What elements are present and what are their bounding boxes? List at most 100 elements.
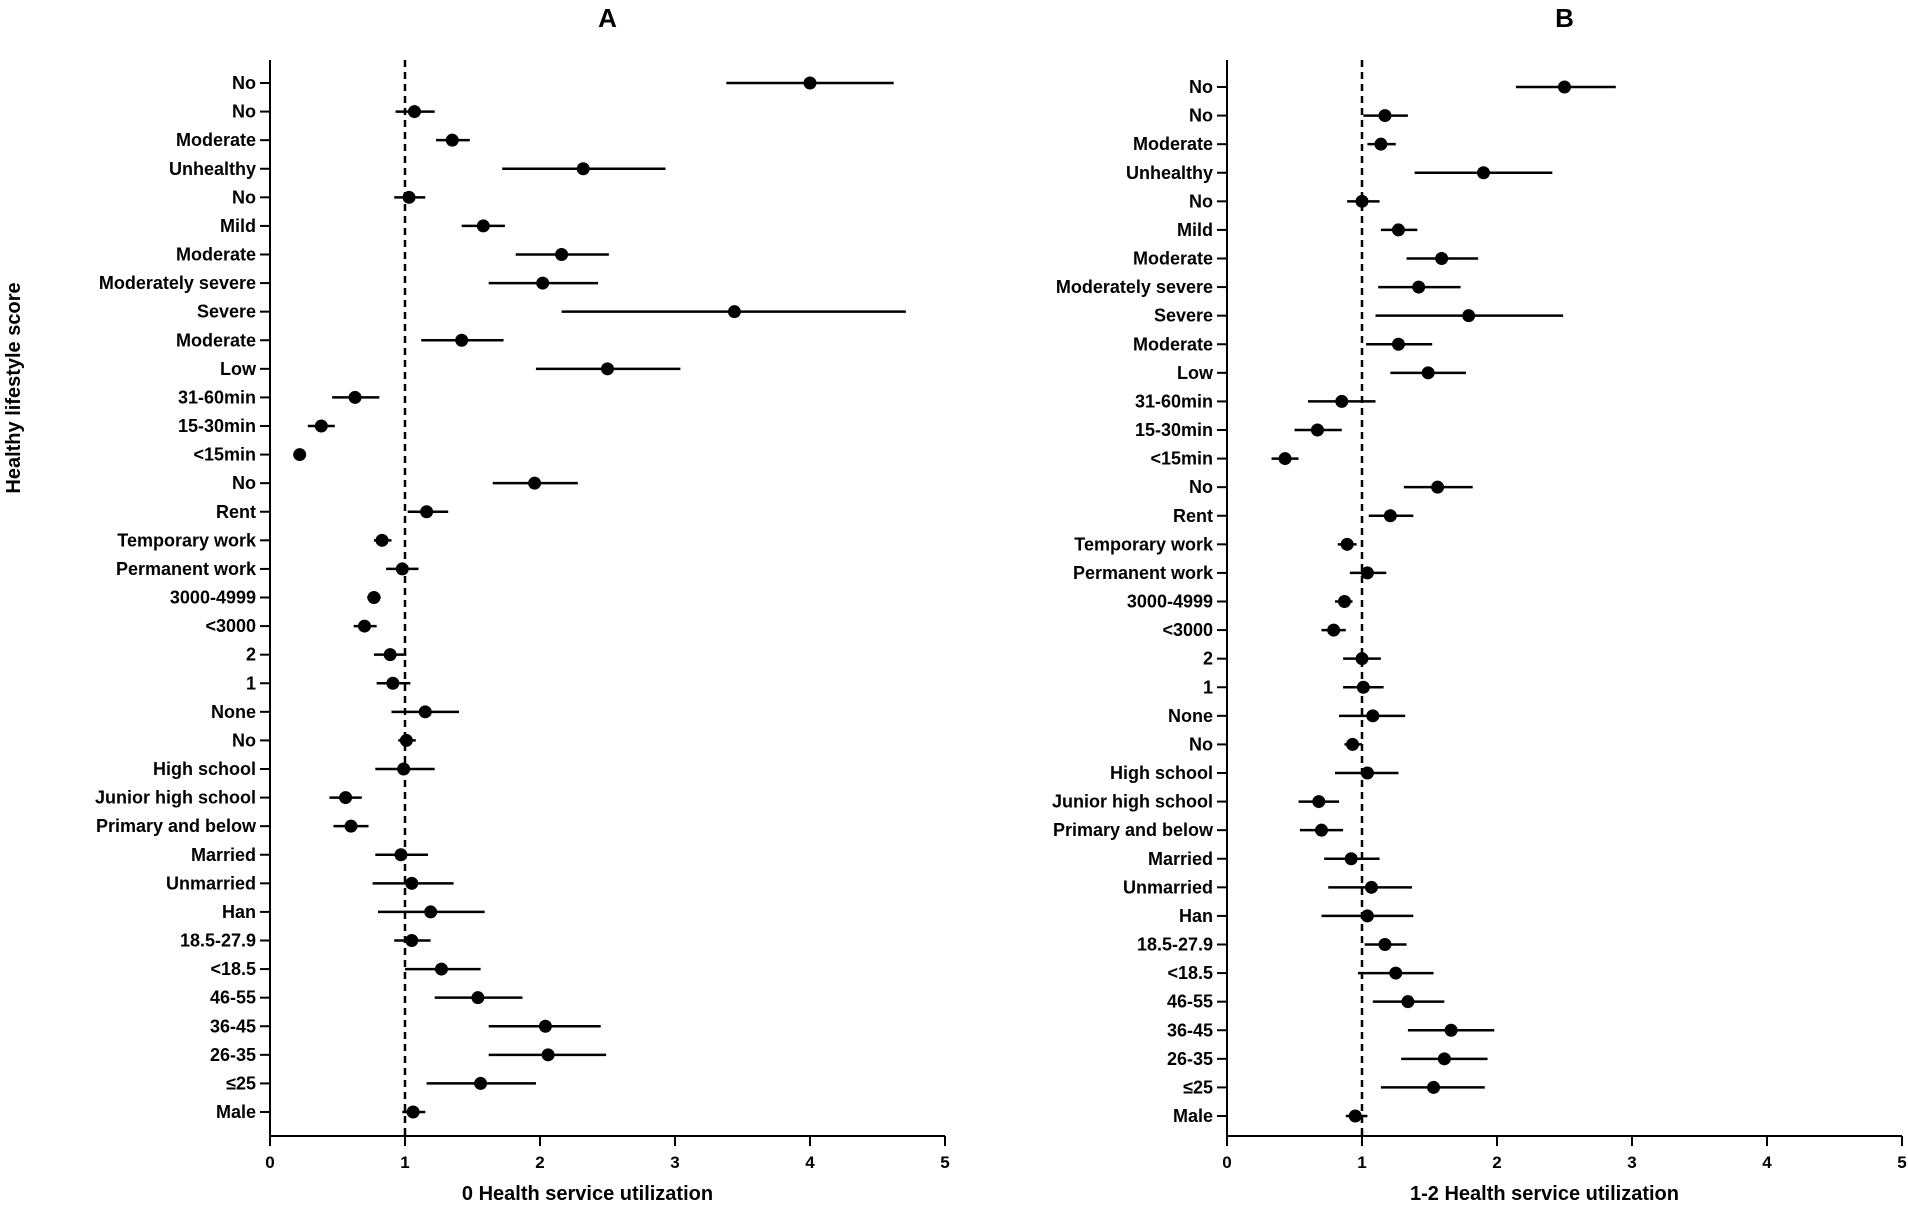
point-estimate bbox=[1378, 938, 1392, 951]
point-estimate bbox=[1366, 709, 1380, 723]
point-estimate bbox=[1421, 366, 1435, 380]
x-tick-label: 2 bbox=[535, 1153, 544, 1172]
point-estimate bbox=[1356, 680, 1370, 694]
category-label: No bbox=[1189, 734, 1213, 754]
panel-a: A 0 1 2 3 4 5 No No Moderate Unhealthy No Mild Modera… bbox=[95, 3, 950, 1205]
point-estimate bbox=[1337, 595, 1351, 608]
category-label: Moderate bbox=[1133, 134, 1213, 154]
category-label: 36-45 bbox=[210, 1016, 256, 1036]
point-estimate bbox=[405, 876, 419, 890]
category-label: None bbox=[1168, 706, 1213, 726]
point-estimate bbox=[1348, 1109, 1362, 1123]
point-estimate bbox=[727, 305, 741, 319]
category-label: Male bbox=[1173, 1106, 1213, 1126]
point-estimate bbox=[1431, 480, 1445, 494]
point-estimate bbox=[1462, 309, 1476, 323]
category-label: 26-35 bbox=[1167, 1049, 1213, 1069]
category-label: 36-45 bbox=[1167, 1020, 1213, 1040]
category-label: ≤25 bbox=[1183, 1077, 1213, 1097]
category-label: No bbox=[232, 473, 256, 493]
category-label: Moderate bbox=[176, 330, 256, 350]
category-label: <18.5 bbox=[1167, 963, 1213, 983]
category-label: <3000 bbox=[205, 616, 256, 636]
category-label: No bbox=[232, 73, 256, 93]
category-label: 1 bbox=[1203, 677, 1213, 697]
point-estimate bbox=[1435, 252, 1449, 265]
point-estimate bbox=[528, 476, 542, 490]
point-estimate bbox=[1355, 194, 1369, 208]
point-estimate bbox=[601, 362, 614, 376]
category-label: Married bbox=[1148, 849, 1213, 869]
category-label: Junior high school bbox=[95, 788, 256, 808]
point-estimate bbox=[405, 934, 419, 947]
point-estimate bbox=[1427, 1080, 1441, 1094]
category-label: 1 bbox=[246, 673, 256, 693]
point-estimate bbox=[1278, 452, 1292, 466]
category-label: 3000-4999 bbox=[170, 588, 256, 608]
point-estimate bbox=[471, 991, 485, 1005]
x-tick-label: 1 bbox=[400, 1153, 409, 1172]
x-tick-label: 5 bbox=[1897, 1153, 1906, 1172]
point-estimate bbox=[1444, 1023, 1458, 1037]
category-label: Married bbox=[191, 845, 256, 865]
x-tick-label: 0 bbox=[265, 1153, 274, 1172]
point-estimate bbox=[375, 533, 389, 547]
point-estimate bbox=[1312, 795, 1326, 809]
point-estimate bbox=[1364, 880, 1378, 894]
point-estimate bbox=[1477, 166, 1490, 180]
point-estimate bbox=[1327, 623, 1341, 637]
category-label: High school bbox=[1110, 763, 1213, 783]
category-label: Moderately severe bbox=[1056, 277, 1213, 297]
category-label: 18.5-27.9 bbox=[180, 931, 256, 951]
point-estimate bbox=[1340, 537, 1354, 551]
x-tick-label: 4 bbox=[1762, 1153, 1772, 1172]
point-estimate bbox=[420, 505, 434, 519]
category-label: No bbox=[1189, 77, 1213, 97]
category-label: Rent bbox=[216, 502, 256, 522]
category-label: Unhealthy bbox=[169, 159, 256, 179]
point-estimate bbox=[1360, 566, 1374, 580]
point-estimate bbox=[538, 1019, 552, 1033]
category-label: Moderate bbox=[1133, 334, 1213, 354]
point-estimate bbox=[1378, 109, 1392, 123]
point-estimate bbox=[1401, 995, 1415, 1009]
category-label: 46-55 bbox=[1167, 992, 1213, 1012]
category-label: ≤25 bbox=[226, 1073, 256, 1093]
x-tick-label: 5 bbox=[940, 1153, 949, 1172]
category-label: Severe bbox=[1154, 306, 1213, 326]
point-estimate bbox=[455, 333, 469, 347]
category-label: Male bbox=[216, 1102, 256, 1122]
category-label: Permanent work bbox=[1073, 563, 1214, 583]
point-estimate bbox=[399, 733, 413, 747]
point-estimate bbox=[1437, 1052, 1451, 1066]
point-estimate bbox=[434, 962, 448, 976]
point-estimate bbox=[406, 1105, 420, 1119]
point-estimate bbox=[1360, 766, 1374, 780]
point-estimate bbox=[576, 162, 590, 176]
x-tick-label: 2 bbox=[1492, 1153, 1501, 1172]
category-label: <15min bbox=[1150, 449, 1213, 469]
category-label: Mild bbox=[220, 216, 256, 236]
category-label: Temporary work bbox=[1074, 534, 1214, 554]
point-estimate bbox=[386, 676, 400, 690]
category-label: Primary and below bbox=[1053, 820, 1214, 840]
point-estimate bbox=[293, 448, 307, 462]
category-label: Unhealthy bbox=[1126, 163, 1213, 183]
point-estimate bbox=[394, 848, 408, 862]
category-label: No bbox=[232, 730, 256, 750]
x-tick-label: 1 bbox=[1357, 1153, 1366, 1172]
category-label: Junior high school bbox=[1052, 792, 1213, 812]
category-label: No bbox=[232, 187, 256, 207]
point-estimate bbox=[358, 619, 371, 633]
point-estimate bbox=[803, 76, 817, 90]
category-label: Severe bbox=[197, 302, 256, 322]
point-estimate bbox=[348, 390, 362, 404]
category-label: Temporary work bbox=[117, 530, 257, 550]
point-estimate bbox=[1344, 852, 1358, 866]
point-estimate bbox=[541, 1048, 555, 1062]
point-estimate bbox=[383, 648, 397, 662]
x-tick-label: 3 bbox=[670, 1153, 679, 1172]
category-label: Primary and below bbox=[96, 816, 257, 836]
